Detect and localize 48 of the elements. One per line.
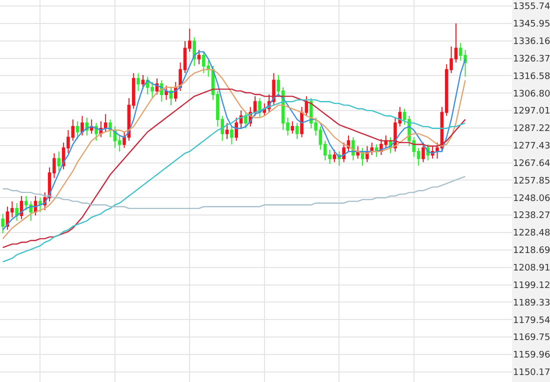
candlestick [244, 112, 248, 129]
candlestick [94, 122, 98, 142]
candlestick [104, 114, 108, 132]
y-tick-label: 1150.17 [513, 368, 550, 378]
candlestick [374, 144, 378, 158]
candlestick [169, 86, 173, 106]
candlestick [90, 118, 94, 134]
candlestick [80, 115, 84, 136]
candlestick [356, 146, 360, 160]
y-tick-label: 1199.12 [513, 280, 550, 291]
y-tick-label: 1218.69 [513, 246, 550, 256]
y-tick-label: 1355.74 [513, 2, 550, 12]
candlestick [57, 150, 61, 172]
candlestick [38, 197, 42, 212]
y-tick-label: 1345.95 [513, 20, 550, 30]
y-tick-label: 1336.16 [513, 36, 550, 47]
candlestick [422, 142, 425, 163]
candlestick [332, 149, 336, 163]
candlestick [1, 213, 4, 234]
candlestick [164, 85, 168, 100]
y-tick-label: 1169.75 [513, 333, 550, 344]
y-tick-label: 1159.96 [513, 350, 550, 361]
candlestick [295, 122, 299, 140]
candlestick [290, 120, 294, 134]
candlestick [15, 202, 18, 222]
y-tick-label: 1248.06 [513, 194, 550, 204]
y-tick-label: 1326.37 [513, 54, 550, 64]
y-tick-label: 1228.48 [513, 228, 550, 239]
y-tick-label: 1189.33 [513, 298, 550, 308]
candlestick [230, 126, 234, 145]
y-tick-label: 1179.54 [513, 316, 550, 326]
y-tick-label: 1306.80 [513, 89, 550, 100]
y-tick-label: 1297.01 [513, 106, 550, 117]
y-tick-label: 1277.43 [513, 142, 550, 152]
line-series [2, 176, 466, 210]
candlestick [225, 122, 229, 140]
y-tick-label: 1208.91 [513, 264, 550, 274]
y-tick-label: 1287.22 [513, 124, 550, 134]
candlestick [370, 142, 374, 156]
candlestick [197, 50, 201, 65]
y-tick-label: 1316.58 [513, 72, 550, 82]
candlestick [136, 72, 140, 92]
y-tick-label: 1238.27 [513, 211, 550, 222]
candlestick [192, 37, 196, 67]
candlestick [141, 74, 145, 90]
candlestick [76, 120, 80, 140]
y-tick-label: 1267.64 [513, 158, 550, 169]
y-tick-label: 1257.85 [513, 176, 550, 186]
